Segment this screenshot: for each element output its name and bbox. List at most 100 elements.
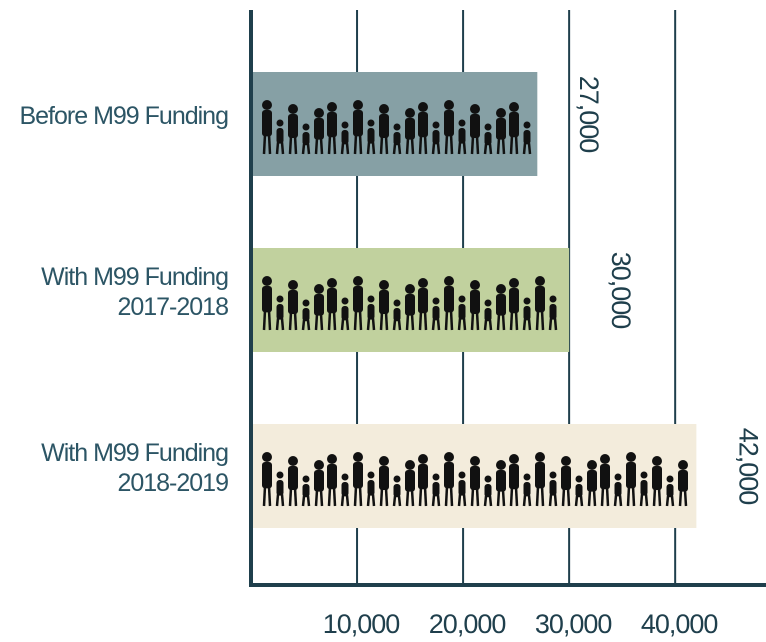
silhouette-leg (555, 318, 556, 330)
silhouette-leg (290, 136, 291, 154)
silhouette-head (303, 476, 310, 483)
silhouette-body (379, 466, 389, 490)
silhouette-leg (685, 490, 686, 506)
silhouette-body (496, 470, 506, 492)
silhouette-leg (555, 494, 556, 506)
silhouette-leg (516, 135, 517, 154)
silhouette-leg (542, 486, 543, 506)
silhouette-leg (316, 138, 317, 154)
silhouette-leg (407, 138, 408, 154)
silhouette-head (342, 298, 349, 305)
silhouette-body (459, 480, 466, 496)
silhouette-leg (490, 144, 491, 154)
silhouette-leg (524, 319, 525, 330)
silhouette-body (277, 304, 284, 320)
silhouette-leg (446, 310, 447, 330)
silhouette-head (535, 276, 545, 286)
silhouette-body (368, 480, 375, 496)
silhouette-head (550, 472, 557, 479)
silhouette-head (418, 102, 428, 112)
silhouette-body (327, 464, 337, 489)
silhouette-head (509, 454, 519, 464)
silhouette-body (535, 462, 545, 488)
silhouette-body (444, 462, 454, 488)
silhouette-leg (659, 488, 660, 506)
silhouette-leg (464, 142, 465, 154)
silhouette-leg (537, 310, 538, 330)
silhouette-head (342, 122, 349, 129)
silhouette-head (576, 476, 583, 483)
silhouette-head (262, 100, 272, 110)
silhouette-leg (295, 488, 296, 506)
silhouette-leg (399, 320, 400, 330)
silhouette-leg (550, 318, 551, 330)
silhouette-leg (451, 134, 452, 154)
x-tick-label: 10,000 (323, 609, 400, 639)
silhouette-leg (537, 486, 538, 506)
silhouette-body (444, 286, 454, 312)
silhouette-head (288, 280, 298, 290)
silhouette-leg (334, 487, 335, 506)
silhouette-leg (420, 135, 421, 154)
silhouette-head (433, 474, 440, 481)
silhouette-leg (446, 486, 447, 506)
silhouette-head (405, 284, 415, 294)
silhouette-leg (321, 138, 322, 154)
silhouette-head (303, 124, 310, 131)
silhouette-leg (503, 138, 504, 154)
silhouette-head (459, 120, 466, 127)
silhouette-leg (498, 314, 499, 330)
silhouette-head (288, 456, 298, 466)
silhouette-leg (602, 487, 603, 506)
silhouette-head (314, 284, 324, 294)
silhouette-leg (459, 494, 460, 506)
silhouette-body (418, 464, 428, 489)
silhouette-leg (264, 134, 265, 154)
silhouette-leg (524, 495, 525, 506)
silhouette-leg (412, 314, 413, 330)
silhouette-body (405, 470, 415, 492)
silhouette-head (379, 104, 389, 114)
silhouette-head (626, 452, 636, 462)
silhouette-body (418, 112, 428, 137)
category-label: Before M99 Funding (0, 101, 228, 131)
silhouette-leg (264, 310, 265, 330)
silhouette-body (288, 290, 298, 314)
silhouette-head (444, 100, 454, 110)
silhouette-leg (334, 135, 335, 154)
silhouette-head (496, 284, 506, 294)
silhouette-leg (412, 138, 413, 154)
silhouette-leg (615, 495, 616, 506)
silhouette-leg (368, 318, 369, 330)
silhouette-head (262, 276, 272, 286)
value-label: 42,000 (733, 428, 763, 505)
silhouette-leg (529, 143, 530, 154)
silhouette-leg (529, 495, 530, 506)
silhouette-head (444, 276, 454, 286)
silhouette-leg (477, 488, 478, 506)
silhouette-head (303, 300, 310, 307)
silhouette-leg (303, 496, 304, 506)
silhouette-leg (368, 494, 369, 506)
silhouette-head (368, 472, 375, 479)
silhouette-head (394, 124, 401, 131)
silhouette-leg (347, 495, 348, 506)
silhouette-leg (654, 488, 655, 506)
value-label: 27,000 (574, 76, 604, 153)
silhouette-body (470, 466, 480, 490)
silhouette-body (485, 132, 492, 145)
silhouette-leg (386, 488, 387, 506)
silhouette-leg (451, 486, 452, 506)
silhouette-body (277, 480, 284, 496)
silhouette-head (368, 296, 375, 303)
silhouette-body (314, 294, 324, 316)
silhouette-head (277, 296, 284, 303)
silhouette-body (485, 308, 492, 321)
silhouette-head (496, 108, 506, 118)
silhouette-leg (342, 143, 343, 154)
silhouette-head (678, 460, 688, 470)
silhouette-leg (321, 314, 322, 330)
silhouette-head (262, 452, 272, 462)
silhouette-head (550, 296, 557, 303)
silhouette-body (277, 128, 284, 144)
